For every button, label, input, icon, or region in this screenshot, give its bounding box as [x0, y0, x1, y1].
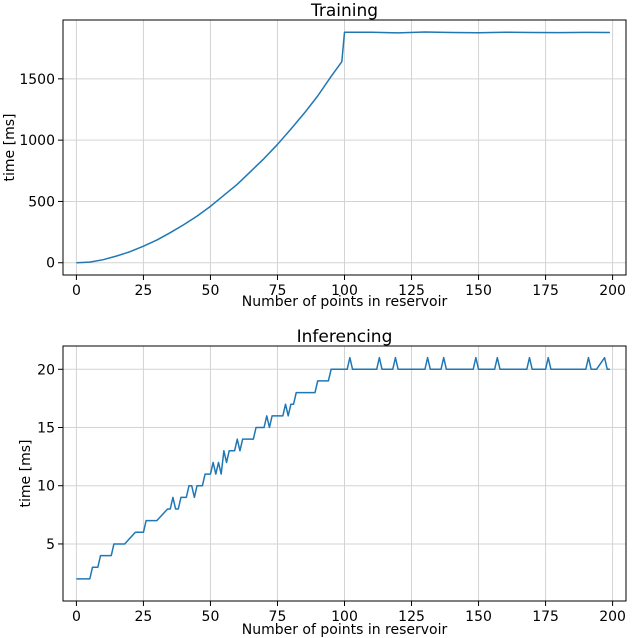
training-x-tick-label: 50	[202, 283, 220, 299]
inferencing-plot: 0 25 50 75 100 125 150 175 200 5 10 15 20 Inferencing…	[18, 327, 627, 638]
inferencing-y-axis-label: time [ms]	[18, 440, 34, 508]
training-y-axis-label: time [ms]	[2, 114, 18, 182]
training-x-tick-label: 0	[72, 283, 81, 299]
training-chart-title: Training	[310, 1, 378, 21]
inferencing-x-tick-label: 175	[532, 609, 559, 625]
training-x-tick-label: 125	[398, 283, 425, 299]
training-x-tick-label: 100	[331, 283, 358, 299]
inferencing-y-tick-label: 10	[37, 479, 55, 495]
inferencing-x-tick-label: 125	[398, 609, 425, 625]
inferencing-y-tick-label: 15	[37, 421, 55, 437]
training-x-tick-label: 200	[599, 283, 626, 299]
inferencing-series-line	[76, 356, 610, 580]
training-x-tick-label: 150	[465, 283, 492, 299]
training-x-axis-label: Number of points in reservoir	[242, 294, 448, 310]
training-series-line	[76, 31, 610, 264]
training-y-tick-label: 0	[46, 256, 55, 272]
inferencing-x-axis-label: Number of points in reservoir	[242, 622, 448, 638]
training-plot: 0 25 50 75 100 125 150 175 200 0 500 1000 1500 Traini…	[2, 1, 627, 310]
inferencing-x-tick-label: 75	[269, 609, 287, 625]
inferencing-x-tick-label: 200	[599, 609, 626, 625]
inferencing-chart-title: Inferencing	[297, 327, 393, 347]
inferencing-y-tick-label: 20	[37, 362, 55, 378]
training-x-tick-label: 75	[269, 283, 287, 299]
inferencing-x-tick-label: 0	[72, 609, 81, 625]
inferencing-x-tick-label: 25	[135, 609, 153, 625]
inferencing-y-tick-label: 5	[46, 537, 55, 553]
training-y-tick-label: 500	[28, 194, 55, 210]
inferencing-x-tick-label: 150	[465, 609, 492, 625]
training-y-tick-label: 1000	[19, 133, 55, 149]
training-x-tick-label: 25	[135, 283, 153, 299]
training-y-tick-label: 1500	[19, 72, 55, 88]
inferencing-x-tick-label: 50	[202, 609, 220, 625]
training-x-tick-label: 175	[532, 283, 559, 299]
inferencing-x-tick-label: 100	[331, 609, 358, 625]
